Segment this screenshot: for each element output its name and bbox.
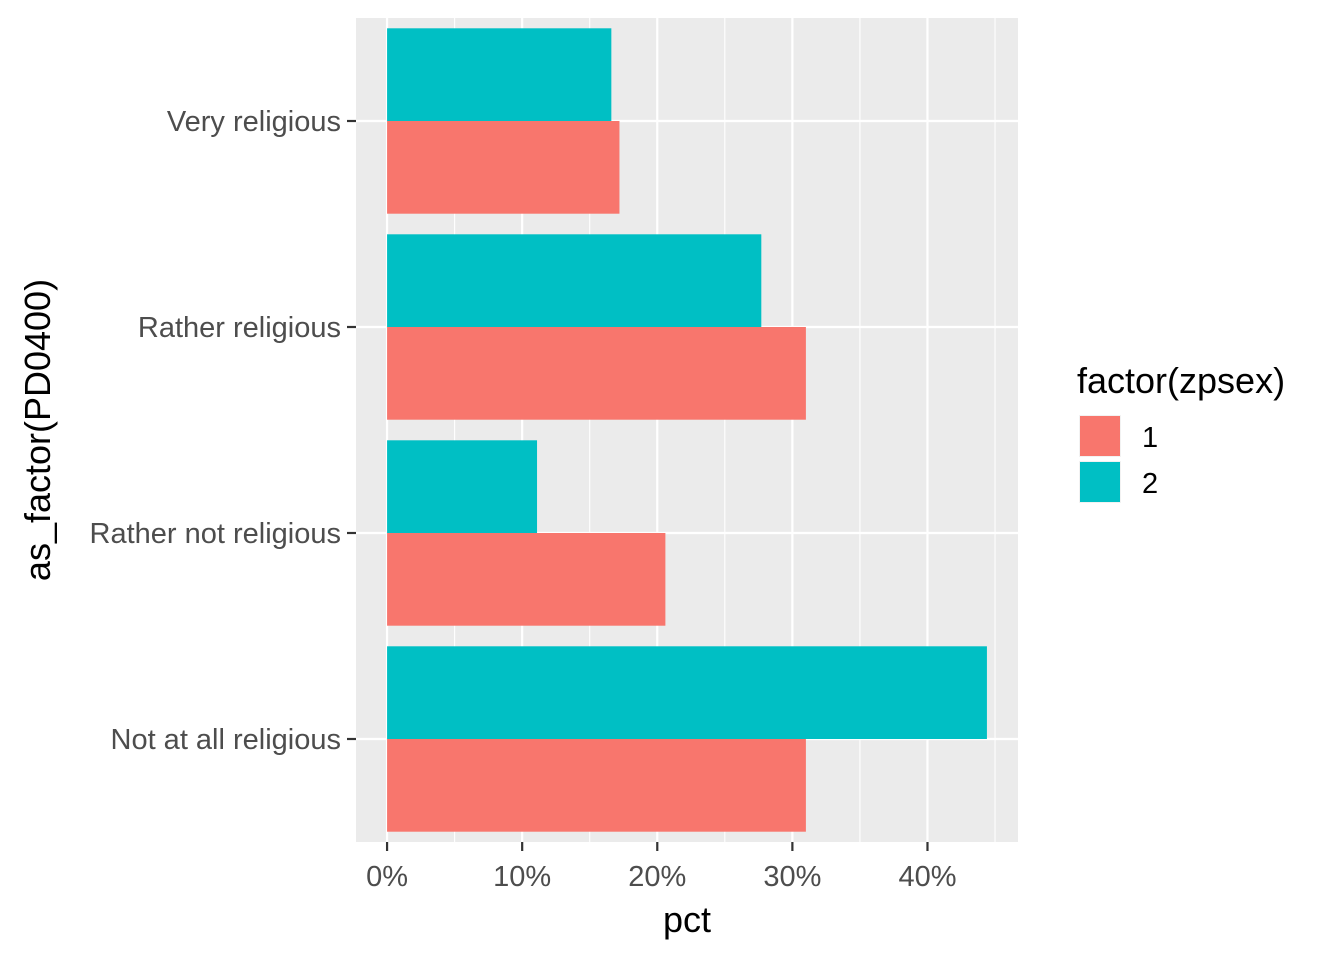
x-tick-label: 30% [763,861,821,893]
x-tick-label: 0% [366,861,408,893]
x-tick-label: 10% [493,861,551,893]
legend-title: factor(zpsex) [1077,360,1285,401]
y-tick-label: Rather not religious [90,518,341,550]
bar-series-1 [387,327,806,420]
y-tick-label: Not at all religious [111,724,342,756]
bar-series-1 [387,739,806,832]
x-axis-title: pct [663,899,711,940]
bar-series-2 [387,234,762,327]
bar-series-2 [387,646,987,739]
legend-swatch-2 [1080,462,1120,502]
bar-layer [387,28,987,832]
x-tick-label: 20% [628,861,686,893]
bar-series-2 [387,28,612,121]
y-tick-label: Rather religious [138,312,341,344]
x-tick-label: 40% [898,861,956,893]
legend-label-1: 1 [1142,422,1158,454]
bar-series-1 [387,121,620,214]
bar-series-2 [387,440,538,533]
bar-series-1 [387,533,666,626]
legend-keys: 12 [1079,415,1158,503]
y-tick-label: Very religious [167,106,341,138]
legend: factor(zpsex) 12 [1077,360,1285,503]
y-axis-title: as_factor(PD0400) [17,279,58,581]
legend-label-2: 2 [1142,468,1158,500]
legend-swatch-1 [1080,416,1120,456]
axis-layer: Very religious Rather religious Rather not… [90,106,957,893]
